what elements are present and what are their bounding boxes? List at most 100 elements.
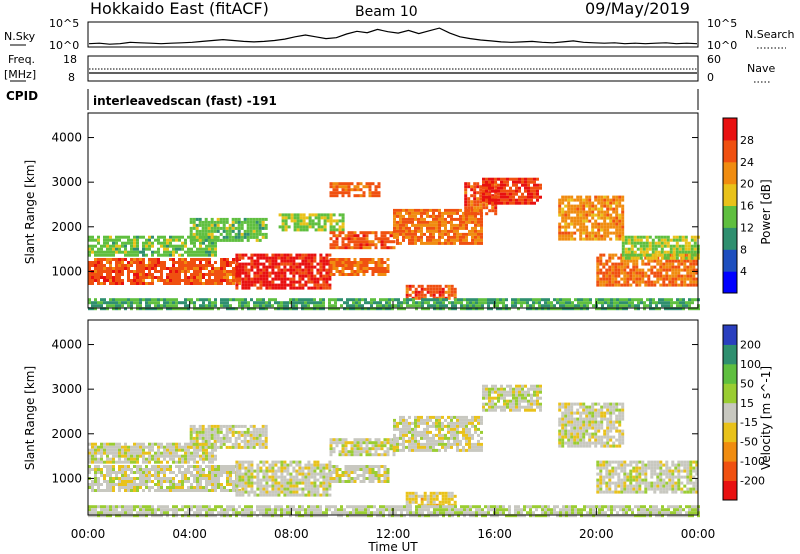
heatmap-cell (371, 468, 375, 471)
heatmap-cell (316, 286, 320, 290)
heatmap-cell (190, 261, 193, 264)
heatmap-cell (274, 487, 278, 491)
heatmap-cell (295, 463, 299, 467)
heatmap-cell (299, 213, 303, 217)
heatmap-cell (642, 241, 646, 245)
heatmap-cell (262, 262, 266, 266)
heatmap-cell (268, 274, 272, 278)
heatmap-cell (620, 271, 624, 275)
heatmap-cell (124, 468, 127, 471)
heatmap-cell (214, 489, 217, 492)
heatmap-cell (474, 223, 477, 227)
heatmap-cell (198, 217, 202, 221)
heatmap-cell (207, 223, 211, 227)
heatmap-cell (684, 235, 688, 239)
heatmap-cell (232, 267, 235, 270)
heatmap-cell (662, 268, 666, 272)
heatmap-cell (178, 247, 181, 251)
heatmap-cell (118, 489, 121, 492)
heatmap-cell (623, 274, 627, 278)
heatmap-cell (283, 277, 287, 281)
heatmap-cell (246, 445, 250, 449)
heatmap-cell (597, 210, 601, 214)
heatmap-cell (169, 304, 172, 308)
heatmap-cell (106, 235, 109, 239)
heatmap-cell (199, 474, 202, 477)
heatmap-cell (594, 213, 598, 217)
heatmap-cell (244, 460, 248, 464)
heatmap-cell (628, 301, 631, 305)
heatmap-cell (175, 489, 178, 492)
heatmap-cell (625, 301, 628, 305)
heatmap-cell (370, 307, 373, 311)
heatmap-cell (605, 268, 609, 272)
heatmap-cell (204, 439, 208, 443)
heatmap-cell (211, 250, 214, 254)
heatmap-cell (133, 261, 136, 264)
heatmap-cell (163, 241, 166, 245)
heatmap-cell (474, 226, 477, 230)
heatmap-cell (205, 474, 208, 477)
heatmap-cell (362, 441, 366, 445)
heatmap-cell (204, 235, 208, 239)
heatmap-cell (335, 261, 339, 264)
heatmap-cell (650, 283, 654, 287)
heatmap-cell (100, 282, 103, 285)
heatmap-cell (133, 454, 136, 458)
heatmap-cell (624, 241, 628, 245)
heatmap-cell (353, 480, 357, 483)
heatmap-cell (341, 267, 345, 270)
heatmap-cell (438, 238, 441, 242)
heatmap-cell (190, 474, 193, 477)
heatmap-cell (564, 210, 568, 214)
heatmap-cell (350, 450, 354, 454)
heatmap-cell (280, 472, 284, 476)
heatmap-cell (496, 298, 499, 302)
heatmap-cell (136, 244, 139, 248)
heatmap-cell (259, 280, 263, 284)
heatmap-cell (547, 301, 550, 305)
heatmap-cell (226, 474, 229, 477)
heatmap-cell (635, 277, 639, 281)
heatmap-cell (359, 450, 363, 454)
heatmap-cell (208, 489, 211, 492)
heatmap-cell (307, 478, 311, 482)
heatmap-cell (139, 445, 142, 449)
heatmap-cell (535, 301, 538, 305)
heatmap-cell (457, 301, 460, 305)
heatmap-cell (264, 235, 268, 239)
heatmap-cell (130, 304, 133, 308)
heatmap-cell (274, 277, 278, 281)
heatmap-cell (304, 301, 307, 305)
heatmap-cell (121, 235, 124, 239)
heatmap-cell (561, 210, 565, 214)
heatmap-cell (199, 258, 202, 261)
heatmap-cell (184, 279, 187, 282)
heatmap-cell (124, 258, 127, 261)
heatmap-cell (100, 250, 103, 254)
heatmap-cell (421, 304, 424, 308)
heatmap-cell (420, 211, 423, 215)
heatmap-cell (414, 421, 417, 425)
heatmap-cell (238, 274, 242, 278)
heatmap-cell (365, 264, 369, 267)
heatmap-cell (157, 235, 160, 239)
heatmap-cell (145, 486, 148, 489)
heatmap-cell (397, 298, 400, 302)
heatmap-cell (435, 226, 438, 230)
heatmap-cell (261, 235, 265, 239)
heatmap-cell (600, 204, 604, 208)
heatmap-cell (353, 246, 357, 250)
heatmap-cell (316, 463, 320, 467)
heatmap-cell (591, 213, 595, 217)
heatmap-cell (178, 301, 181, 305)
heatmap-cell (383, 273, 387, 276)
heatmap-cell (597, 195, 601, 199)
heatmap-cell (530, 198, 533, 202)
heatmap-cell (293, 219, 297, 223)
heatmap-cell (169, 448, 172, 452)
heatmap-cell (480, 220, 483, 224)
heatmap-cell (441, 214, 444, 218)
heatmap-cell (175, 270, 178, 273)
